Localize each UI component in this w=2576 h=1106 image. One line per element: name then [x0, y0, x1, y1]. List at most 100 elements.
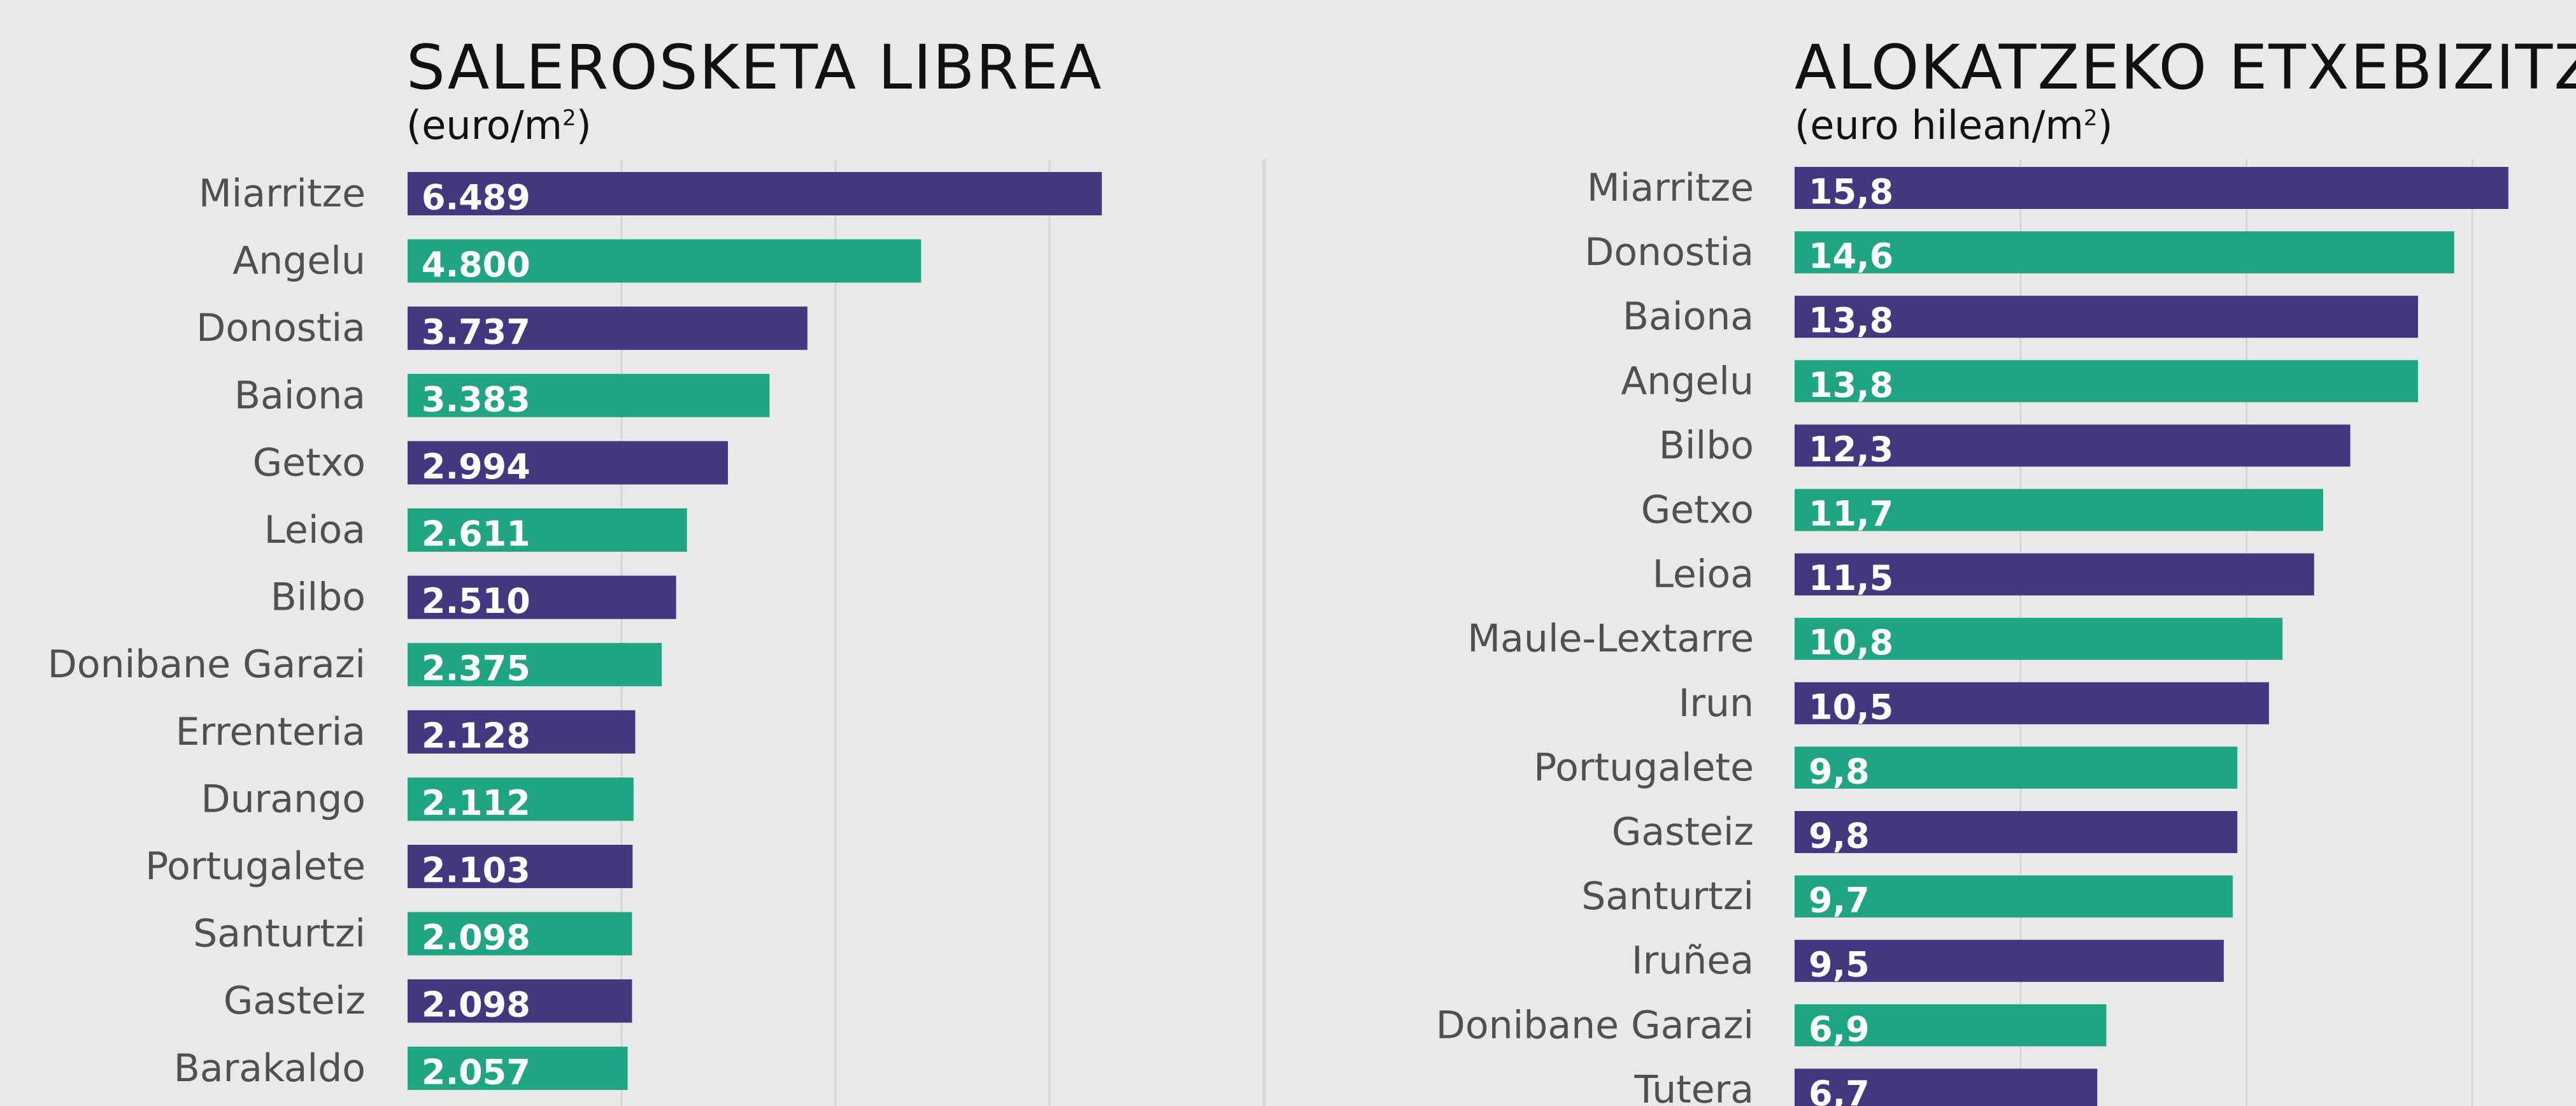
- bar: [1795, 231, 2454, 274]
- category-label: Baiona: [1623, 294, 1754, 339]
- category-label: Angelu: [232, 239, 366, 284]
- category-label: Santurtzi: [193, 912, 366, 956]
- category-label: Getxo: [1641, 488, 1754, 533]
- chart-subtitle: (euro hilean/m2): [1795, 102, 2113, 148]
- subtitle-text: (euro hilean/m: [1795, 102, 2084, 148]
- value-label: 3.737: [422, 312, 530, 352]
- value-label: 2.375: [422, 649, 530, 689]
- value-label: 2.103: [422, 851, 530, 891]
- category-label: Durango: [201, 777, 366, 821]
- bar: [408, 710, 636, 754]
- value-label: 2.611: [422, 514, 530, 554]
- category-label: Leioa: [1653, 552, 1754, 597]
- category-label: Miarritze: [1587, 166, 1754, 210]
- bar: [1795, 360, 2418, 403]
- value-label: 2.994: [422, 447, 530, 487]
- value-label: 11,5: [1809, 558, 1893, 598]
- bar: [408, 643, 662, 687]
- category-label: Irun: [1679, 681, 1754, 726]
- category-label: Bilbo: [271, 575, 366, 620]
- category-label: Donostia: [1584, 230, 1754, 275]
- category-label: Bilbo: [1659, 423, 1754, 468]
- subtitle-text: (euro/m: [406, 102, 562, 148]
- subtitle-superscript: 2: [562, 105, 576, 131]
- bar: [1795, 1068, 2098, 1106]
- value-label: 15,8: [1809, 172, 1893, 212]
- bar: [1795, 746, 2238, 789]
- category-label: Portugalete: [145, 844, 366, 889]
- bar: [1795, 553, 2314, 596]
- category-label: Leioa: [264, 508, 366, 552]
- bar: [408, 845, 633, 888]
- category-label: Maule-Lextarre: [1467, 617, 1754, 661]
- chart-subtitle: (euro/m2): [406, 102, 592, 148]
- category-label: Tutera: [1634, 1067, 1754, 1106]
- value-label: 14,6: [1809, 236, 1893, 276]
- bar: [408, 508, 687, 552]
- category-label: Gasteiz: [224, 979, 366, 1023]
- sale-price-panel: Miarritze 6.489 Angelu 4.800 Donostia 3.737 Ba…: [0, 0, 1267, 1106]
- rent-price-chart: Miarritze 15,8 Donostia 14,6 Baiona 13,8 Angel…: [1436, 159, 2508, 1106]
- value-label: 6.489: [422, 178, 530, 218]
- value-label: 9,5: [1809, 945, 1870, 985]
- chart-title: ALOKATZEKO ETXEBIZITZA: [1795, 32, 2576, 103]
- category-label: Santurtzi: [1581, 874, 1754, 919]
- value-label: 6,7: [1809, 1074, 1870, 1106]
- category-label: Gasteiz: [1612, 810, 1754, 854]
- bar: [408, 979, 632, 1023]
- subtitle-close: ): [2097, 102, 2113, 148]
- bar: [1795, 617, 2283, 660]
- chart-title: SALEROSKETA LIBREA: [406, 32, 1103, 103]
- value-label: 12,3: [1809, 429, 1893, 470]
- category-label: Portugalete: [1534, 745, 1754, 790]
- bar: [1795, 875, 2233, 918]
- bar: [1795, 489, 2323, 531]
- subtitle-superscript: 2: [2083, 105, 2098, 131]
- category-label: Miarritze: [199, 171, 366, 216]
- bar: [408, 239, 922, 283]
- bar: [1795, 424, 2351, 467]
- value-label: 9,7: [1809, 880, 1870, 921]
- category-label: Barakaldo: [174, 1046, 366, 1091]
- value-label: 6,9: [1809, 1009, 1870, 1049]
- category-label: Donibane Garazi: [48, 642, 366, 687]
- bar: [1795, 811, 2238, 853]
- bar: [408, 373, 770, 417]
- bar: [1795, 940, 2224, 982]
- category-label: Baiona: [234, 373, 366, 418]
- bar: [408, 441, 728, 485]
- value-label: 3.383: [422, 379, 530, 419]
- sale-price-chart: Miarritze 6.489 Angelu 4.800 Donostia 3.737 Ba…: [48, 159, 1265, 1106]
- value-label: 9,8: [1809, 816, 1870, 856]
- value-label: 2.098: [422, 985, 530, 1025]
- bar: [1795, 1004, 2107, 1047]
- bar: [408, 306, 808, 350]
- category-label: Angelu: [1621, 359, 1754, 403]
- value-label: 4.800: [422, 245, 530, 285]
- category-label: Getxo: [253, 440, 366, 485]
- category-label: Errenteria: [176, 710, 366, 754]
- category-label: Donibane Garazi: [1436, 1003, 1754, 1047]
- bar: [408, 912, 632, 956]
- value-label: 10,8: [1809, 622, 1893, 663]
- value-label: 2.098: [422, 917, 530, 958]
- value-label: 11,7: [1809, 494, 1893, 534]
- bar: [408, 575, 676, 619]
- panel-divider: [1263, 159, 1266, 1106]
- category-label: Donostia: [196, 306, 366, 350]
- category-label: Iruñea: [1632, 938, 1754, 983]
- bar: [1795, 682, 2269, 724]
- subtitle-close: ): [576, 102, 592, 148]
- rent-price-panel: Miarritze 15,8 Donostia 14,6 Baiona 13,8 Angel…: [1267, 0, 2576, 1106]
- value-label: 13,8: [1809, 365, 1893, 405]
- bar: [408, 1046, 628, 1090]
- value-label: 10,5: [1809, 687, 1893, 727]
- bar: [1795, 296, 2418, 338]
- value-label: 9,8: [1809, 751, 1870, 791]
- bar: [408, 777, 634, 821]
- value-label: 2.128: [422, 715, 530, 756]
- bar: [1795, 167, 2508, 209]
- value-label: 2.112: [422, 783, 530, 823]
- value-label: 13,8: [1809, 301, 1893, 341]
- value-label: 2.057: [422, 1052, 530, 1092]
